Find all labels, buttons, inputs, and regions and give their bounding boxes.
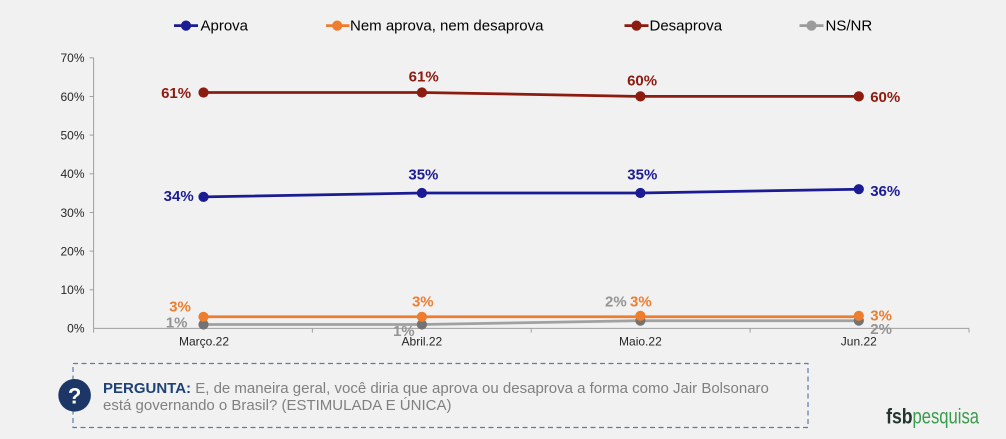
svg-text:50%: 50% [60,128,84,142]
svg-text:3%: 3% [169,298,191,315]
svg-text:60%: 60% [627,73,657,90]
svg-text:70%: 70% [60,51,84,65]
svg-text:10%: 10% [60,283,84,297]
svg-text:61%: 61% [409,69,439,86]
svg-text:2%: 2% [605,294,627,311]
svg-text:1%: 1% [393,323,415,340]
svg-text:30%: 30% [60,206,84,220]
svg-text:?: ? [68,384,81,409]
svg-text:Maio.22: Maio.22 [619,334,662,348]
svg-text:34%: 34% [164,188,194,205]
svg-text:3%: 3% [412,294,434,311]
svg-text:3%: 3% [870,307,892,324]
svg-text:36%: 36% [870,183,900,200]
svg-text:PERGUNTA: E, de maneira geral,: PERGUNTA: E, de maneira geral, você diri… [103,380,769,397]
svg-text:1%: 1% [166,314,188,331]
svg-text:20%: 20% [60,244,84,258]
svg-text:Aprova: Aprova [201,18,249,35]
svg-text:Nem aprova, nem desaprova: Nem aprova, nem desaprova [350,18,544,35]
svg-text:61%: 61% [161,85,191,102]
svg-text:35%: 35% [408,167,438,184]
svg-text:Março.22: Março.22 [179,334,229,348]
svg-text:pesquisa: pesquisa [913,405,980,428]
svg-text:35%: 35% [627,167,657,184]
svg-text:0%: 0% [67,322,85,336]
svg-text:fsb: fsb [886,405,913,428]
svg-text:NS/NR: NS/NR [826,18,873,35]
svg-text:40%: 40% [60,167,84,181]
svg-text:está governando o Brasil? (EST: está governando o Brasil? (ESTIMULADA E … [103,397,451,414]
svg-text:2%: 2% [870,321,892,338]
svg-text:Abril.22: Abril.22 [402,334,443,348]
svg-text:3%: 3% [630,294,652,311]
svg-text:60%: 60% [60,90,84,104]
svg-text:Desaprova: Desaprova [650,18,723,35]
svg-text:60%: 60% [870,89,900,106]
svg-text:Jun.22: Jun.22 [841,334,877,348]
